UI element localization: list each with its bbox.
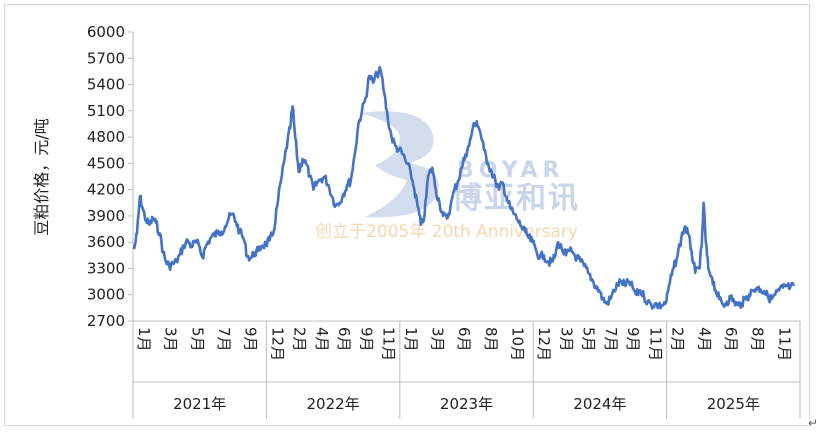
year-label: 2024年 (573, 395, 626, 413)
chart-frame: BOYAR 博亚和讯 创立于2005年 20th Anniversary 270… (4, 4, 810, 426)
month-label: 5月 (580, 327, 598, 352)
boyar-logo-icon (360, 111, 439, 218)
month-label: 2月 (291, 327, 309, 352)
month-label: 1月 (402, 327, 420, 352)
y-tick-label: 3000 (87, 286, 125, 304)
year-label: 2025年 (707, 395, 760, 413)
month-label: 9月 (242, 327, 260, 352)
month-label: 4月 (313, 327, 331, 352)
month-label: 4月 (695, 327, 713, 352)
month-label: 7月 (215, 327, 233, 352)
axes (132, 32, 800, 322)
y-tick-label: 3600 (87, 233, 125, 251)
year-label: 2022年 (307, 395, 360, 413)
month-label: 1月 (135, 327, 153, 352)
month-label: 6月 (335, 327, 353, 352)
month-label: 7月 (602, 327, 620, 352)
month-label: 3月 (428, 327, 446, 352)
y-tick-label: 5400 (87, 76, 125, 94)
month-label: 3月 (162, 327, 180, 352)
month-label: 8月 (482, 327, 500, 352)
watermark-brand-en: BOYAR (457, 158, 564, 183)
y-tick-label: 5100 (87, 102, 125, 120)
month-label: 8月 (749, 327, 767, 352)
price-line-chart: BOYAR 博亚和讯 创立于2005年 20th Anniversary 270… (32, 23, 801, 419)
y-tick-label: 3300 (87, 259, 125, 277)
y-tick-label: 4500 (87, 154, 125, 172)
month-label: 5月 (188, 327, 206, 352)
y-tick-label: 4200 (87, 181, 125, 199)
series-line (132, 65, 796, 310)
month-label: 9月 (624, 327, 642, 352)
month-label: 12月 (268, 327, 286, 361)
month-label: 6月 (455, 327, 473, 352)
y-tick-label: 4800 (87, 128, 125, 146)
month-label: 10月 (509, 327, 527, 361)
year-label: 2021年 (173, 395, 226, 413)
month-label: 11月 (775, 327, 793, 361)
return-mark-icon: ↵ (808, 416, 819, 430)
watermark-brand-cn: 博亚和讯 (452, 181, 580, 216)
year-label: 2023年 (440, 395, 493, 413)
y-tick-label: 2700 (87, 312, 125, 330)
month-label: 11月 (380, 327, 398, 361)
month-label: 3月 (557, 327, 575, 352)
y-axis-label: 豆粕价格，元/吨 (32, 118, 51, 235)
y-tick-label: 6000 (87, 23, 125, 41)
month-label: 9月 (357, 327, 375, 352)
y-tick-label: 3900 (87, 207, 125, 225)
y-tick-label: 5700 (87, 49, 125, 67)
month-label: 12月 (535, 327, 553, 361)
month-label: 11月 (646, 327, 664, 361)
y-axis-ticks: 2700 3000 3300 3600 3900 4200 4500 4800 5100 5400… (87, 23, 133, 330)
month-label: 2月 (669, 327, 687, 352)
watermark: BOYAR 博亚和讯 创立于2005年 20th Anniversary (315, 111, 580, 242)
watermark-slogan: 创立于2005年 20th Anniversary (315, 222, 578, 242)
month-label: 6月 (722, 327, 740, 352)
